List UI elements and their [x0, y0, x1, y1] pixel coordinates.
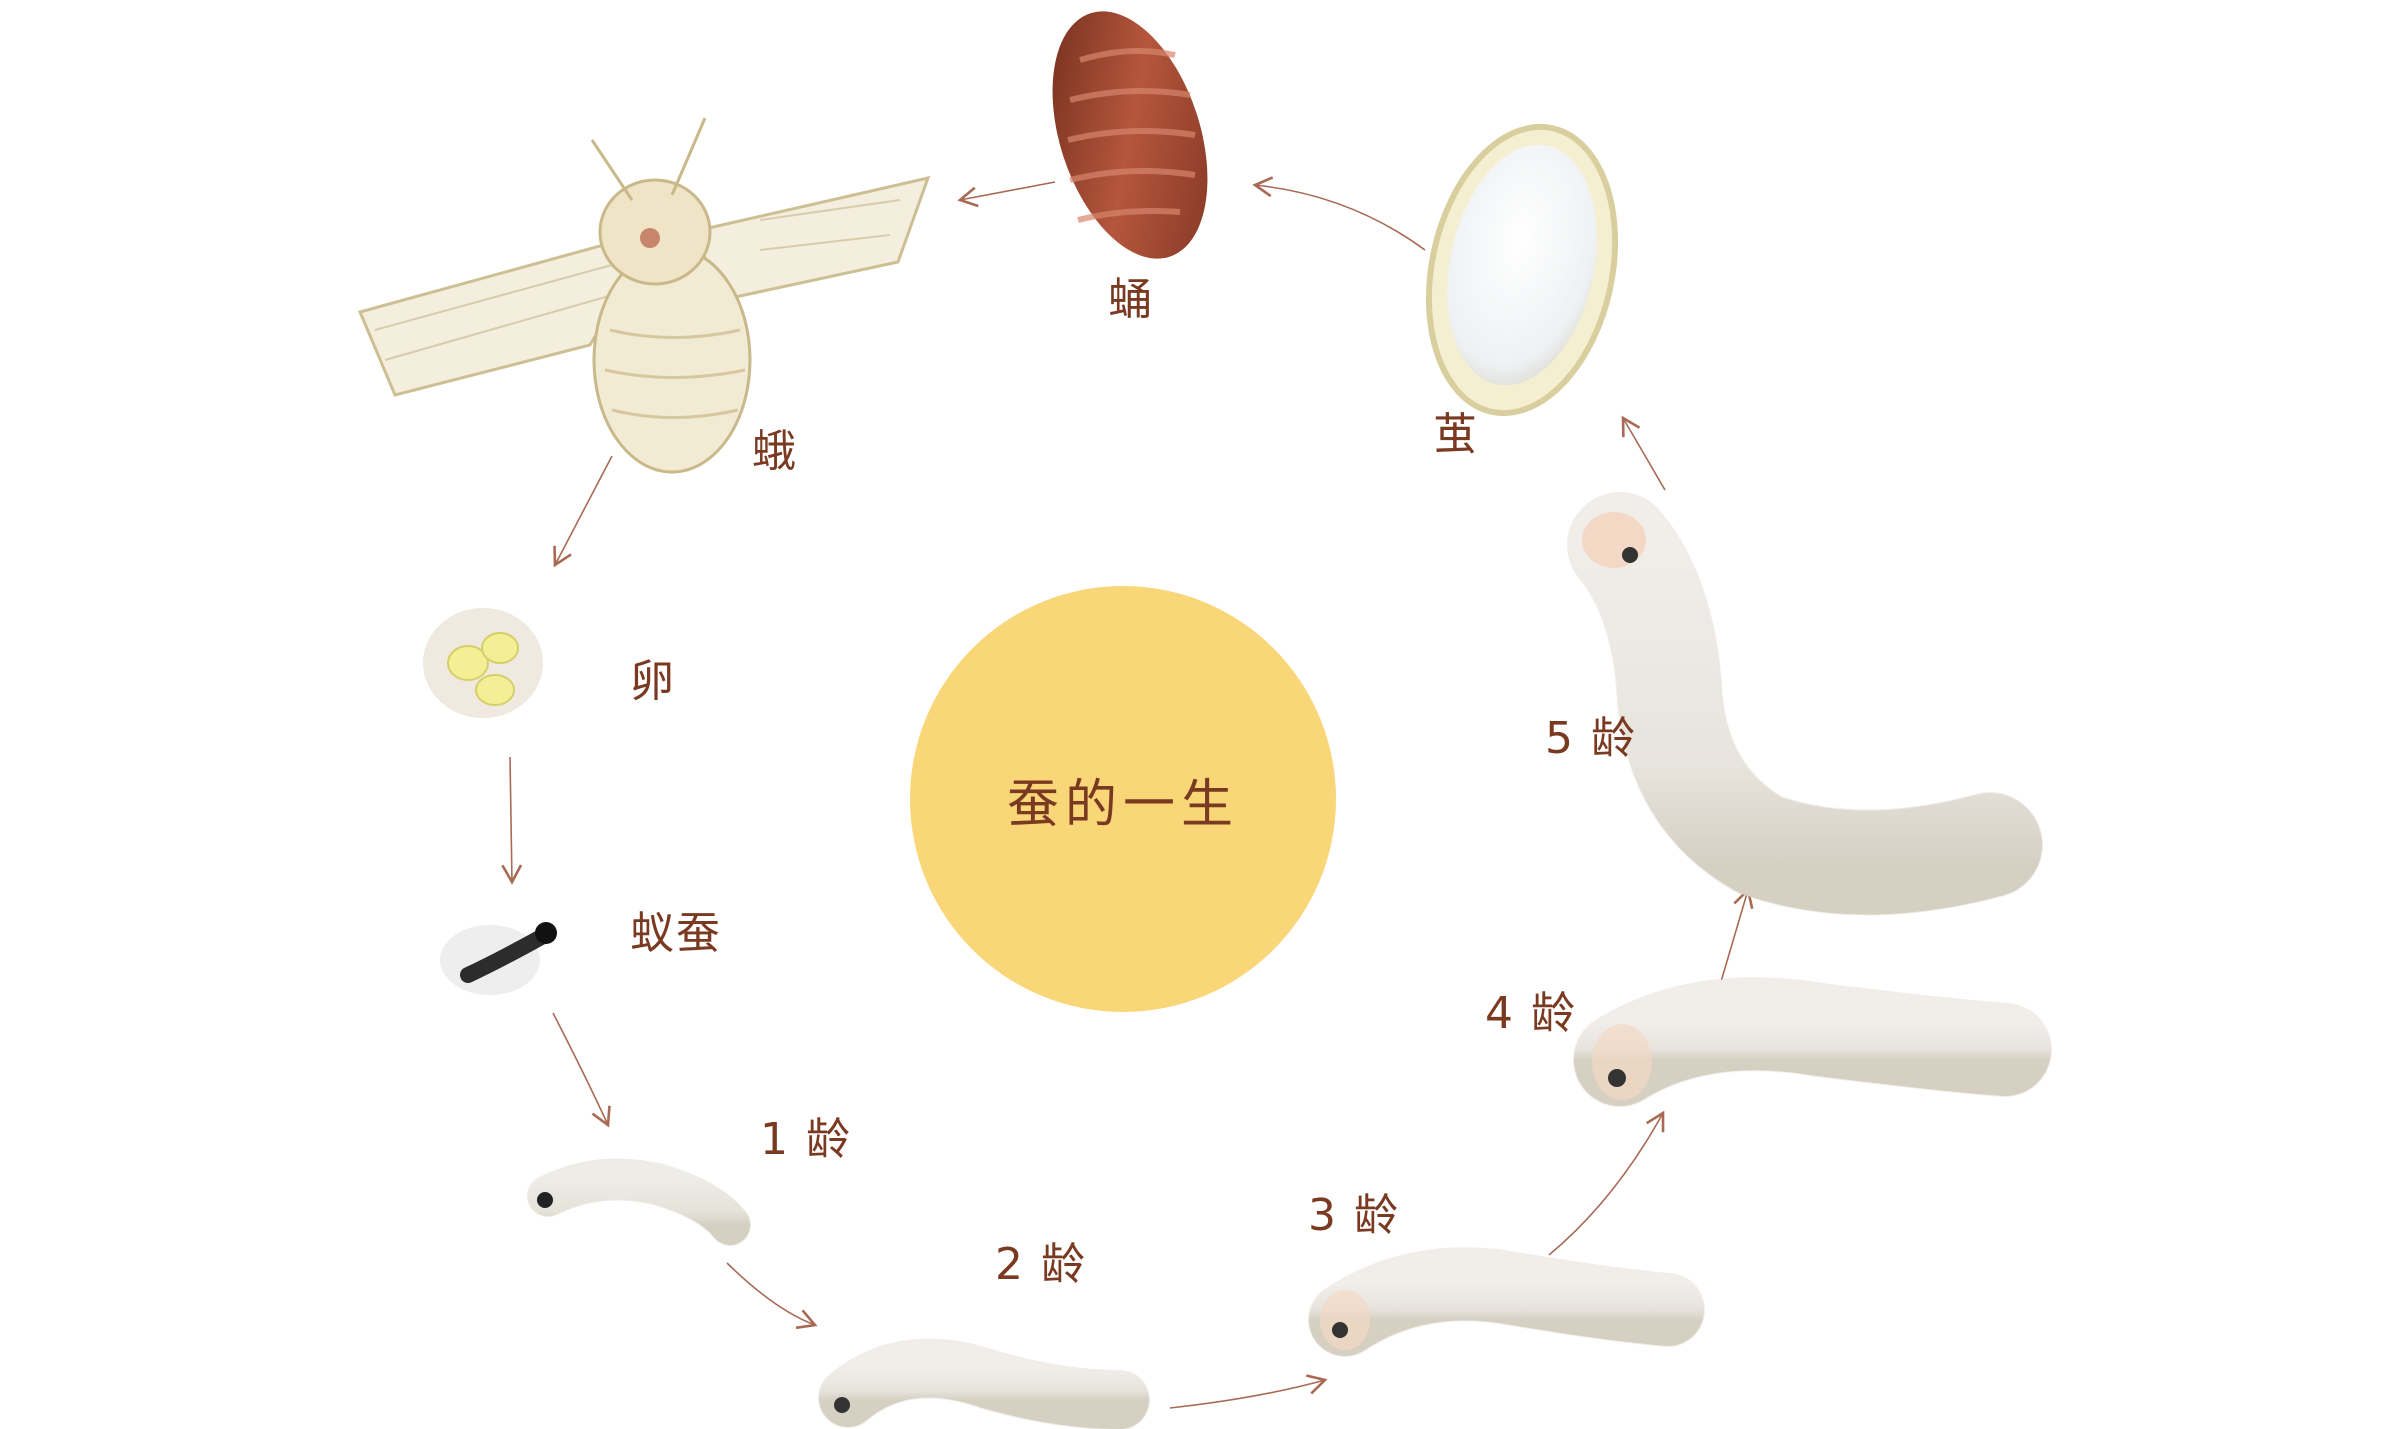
moth-illustration — [357, 117, 931, 474]
label-pupa: 蛹 — [1108, 274, 1154, 325]
instar3-illustration — [1308, 1247, 1705, 1357]
label-instar4: 4 龄 — [1485, 988, 1577, 1039]
arrow-instar5-to-cocoon — [1621, 415, 1666, 491]
label-cocoon: 茧 — [1433, 409, 1479, 460]
instar1-illustration — [527, 1158, 751, 1246]
egg-illustration — [423, 608, 543, 718]
arrow-instar1-to-instar2 — [726, 1262, 818, 1330]
label-instar5: 5 龄 — [1545, 713, 1637, 764]
diagram-title: 蚕的一生 — [1006, 774, 1239, 835]
arrow-instar4-to-instar5 — [1719, 887, 1754, 986]
instar4-illustration — [1573, 977, 2052, 1107]
label-moth: 蛾 — [752, 426, 798, 477]
arrow-instar2-to-instar3 — [1169, 1374, 1328, 1409]
arrow-egg-to-larva — [501, 756, 523, 885]
instar2-illustration — [818, 1338, 1150, 1429]
instar5-illustration — [1567, 492, 2043, 916]
arrow-instar3-to-instar4 — [1548, 1110, 1665, 1256]
label-instar3: 3 龄 — [1308, 1190, 1400, 1241]
arrow-pupa-to-moth — [957, 181, 1056, 208]
label-instar2: 2 龄 — [995, 1239, 1087, 1290]
pupa-illustration — [1052, 11, 1208, 259]
center-title-circle: 蚕的一生 — [910, 586, 1336, 1012]
arrow-larva-to-instar1 — [552, 1012, 611, 1128]
label-newborn-larva: 蚁蚕 — [630, 908, 722, 959]
arrow-moth-to-egg — [553, 455, 613, 568]
newborn-larva-illustration — [440, 922, 557, 995]
label-instar1: 1 龄 — [760, 1114, 852, 1165]
cycle-arrows — [501, 176, 1754, 1409]
arrow-cocoon-to-pupa — [1252, 176, 1426, 251]
label-egg: 卵 — [630, 656, 676, 707]
cocoon-illustration — [1425, 123, 1619, 417]
